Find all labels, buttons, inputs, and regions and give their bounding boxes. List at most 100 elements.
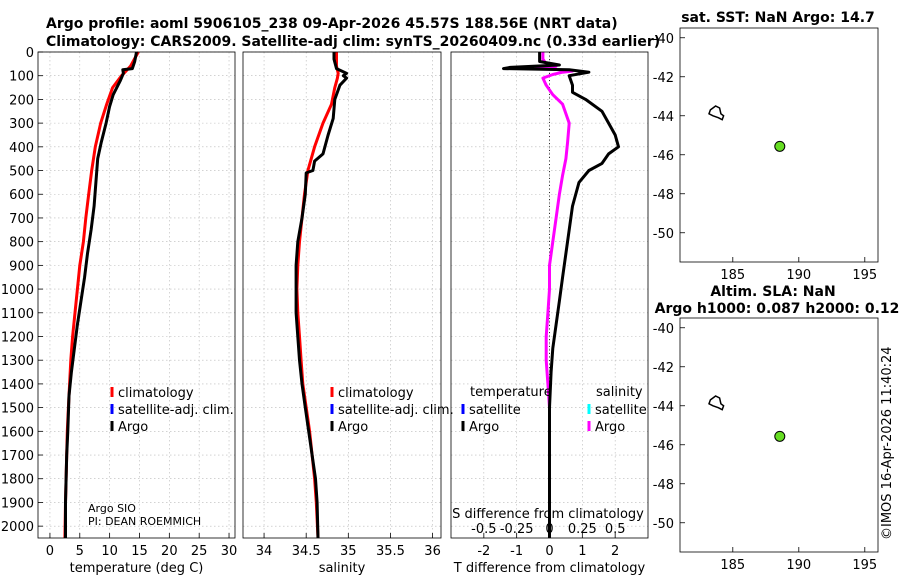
ytick-label: 300 (9, 117, 34, 132)
ytick-label: 800 (9, 236, 34, 251)
x-axis-label: T difference from climatology (453, 561, 646, 576)
xtick-label: 2 (611, 544, 619, 559)
top-tick-label: -0.5 (471, 522, 496, 537)
ytick-label: 500 (9, 165, 34, 180)
ytick-label: 1800 (1, 473, 34, 488)
map-ytick-label: -42 (653, 71, 674, 86)
temperature-panel: 0 5 10 15 20 25 300100200300400500600700800900… (1, 46, 237, 576)
legend-temp-satellite-label: satellite (469, 403, 521, 418)
map-ytick-label: -40 (653, 322, 674, 337)
xtick-label: 34.5 (292, 544, 321, 559)
annotation-pi: PI: DEAN ROEMMICH (88, 515, 201, 528)
top-tick-label: 0.25 (568, 522, 597, 537)
profile-location-marker (774, 430, 786, 442)
xtick-label: 0 (545, 544, 553, 559)
axes-frame (37, 51, 236, 539)
profile-location-marker (774, 140, 786, 152)
axes-frame (242, 51, 442, 539)
series-line-argo (64, 51, 138, 538)
ytick-label: 1200 (1, 330, 34, 345)
legend-sal-satellite-label: satellite (595, 403, 647, 418)
series-line-salinity-argo (534, 52, 574, 538)
sst-map-title: sat. SST: NaN Argo: 14.7 (681, 10, 875, 26)
map-ytick-label: -44 (653, 400, 674, 415)
sst-map-panel: 185 190 195 -40 -42 -44 -46 -48 -50 sat. SST: NaN… (653, 10, 879, 283)
xtick-label: -1 (510, 544, 523, 559)
map-xtick-label: 190 (786, 558, 811, 573)
xtick-label: 5 (76, 544, 84, 559)
axes-frame (450, 51, 649, 539)
map-ytick-label: -44 (653, 110, 674, 125)
ytick-label: 1100 (1, 307, 34, 322)
xtick-label: 36 (424, 544, 441, 559)
map-frame (679, 317, 879, 553)
ytick-label: 1000 (1, 283, 34, 298)
figure-title-line1: Argo profile: aoml 5906105_238 09-Apr-20… (46, 16, 618, 32)
map-xtick-label: 195 (852, 558, 877, 573)
xtick-label: -2 (477, 544, 490, 559)
coastline (708, 395, 725, 411)
xtick-label: 35.5 (376, 544, 405, 559)
map-ytick-label: -42 (653, 361, 674, 376)
xtick-label: 25 (191, 544, 208, 559)
legend-temp-argo-label: Argo (469, 420, 499, 435)
salinity-panel: 34 34.5 35 35.5 36 salinity climatology satelli… (242, 51, 454, 576)
map-ytick-label: -46 (653, 149, 674, 164)
series-line-climatology (63, 51, 140, 539)
top-tick-label: 0 (545, 522, 553, 537)
xtick-label: 10 (101, 544, 118, 559)
xtick-label: 20 (161, 544, 178, 559)
legend-climatology-label: climatology (118, 386, 194, 401)
ytick-label: 1300 (1, 354, 34, 369)
map-ytick-label: -46 (653, 439, 674, 454)
annotation-argo-sio: Argo SIO (88, 502, 136, 515)
map-xtick-label: 195 (852, 268, 877, 283)
legend-satellite-label: satellite-adj. clim. (338, 403, 454, 418)
series-line-temperature-argo (502, 52, 620, 538)
figure-title-line2: Climatology: CARS2009. Satellite-adj cli… (46, 34, 660, 50)
series-line-argo (294, 52, 349, 539)
xtick-label: 1 (578, 544, 586, 559)
sla-map-title-line2: Argo h1000: 0.087 h2000: 0.12 (655, 301, 900, 317)
ytick-label: 1400 (1, 378, 34, 393)
ytick-label: 600 (9, 188, 34, 203)
map-ytick-label: -48 (653, 188, 674, 203)
map-xtick-label: 185 (720, 268, 745, 283)
map-ytick-label: -50 (653, 517, 674, 532)
xtick-label: 35 (340, 544, 357, 559)
map-ytick-label: -48 (653, 478, 674, 493)
legend-sal-argo-label: Argo (595, 420, 625, 435)
map-xtick-label: 185 (720, 558, 745, 573)
top-axis-label: S difference from climatology (452, 507, 644, 522)
xtick-label: 0 (46, 544, 54, 559)
xtick-label: 34 (256, 544, 273, 559)
ytick-label: 900 (9, 259, 34, 274)
coastline (708, 105, 725, 121)
map-frame (679, 27, 879, 263)
ytick-label: 1700 (1, 449, 34, 464)
map-xtick-label: 190 (786, 268, 811, 283)
legend-salinity-header: salinity (596, 385, 643, 400)
ytick-label: 2000 (1, 520, 34, 535)
imos-timestamp: ©IMOS 16-Apr-2026 11:40:24 (880, 346, 895, 540)
ytick-label: 1600 (1, 425, 34, 440)
legend-argo-label: Argo (338, 420, 368, 435)
sla-map-panel: 185 190 195 -40 -42 -44 -46 -48 -50 Altim. SLA: N… (653, 284, 900, 573)
xtick-label: 30 (221, 544, 238, 559)
legend-climatology-label: climatology (338, 386, 414, 401)
ytick-label: 700 (9, 212, 34, 227)
sla-map-title-line1: Altim. SLA: NaN (710, 284, 835, 300)
ytick-label: 100 (9, 70, 34, 85)
map-ytick-label: -40 (653, 32, 674, 47)
x-axis-label: temperature (deg C) (70, 561, 204, 576)
xtick-label: 15 (131, 544, 148, 559)
ytick-label: 0 (26, 46, 34, 61)
difference-panel: -2 -1 0 1 2 T difference from climatology -0.5… (450, 51, 649, 576)
ytick-label: 200 (9, 93, 34, 108)
top-tick-label: 0.5 (605, 522, 626, 537)
x-axis-label: salinity (319, 561, 366, 576)
ytick-label: 1900 (1, 496, 34, 511)
legend-temperature-header: temperature (470, 385, 552, 400)
ytick-label: 1500 (1, 402, 34, 417)
